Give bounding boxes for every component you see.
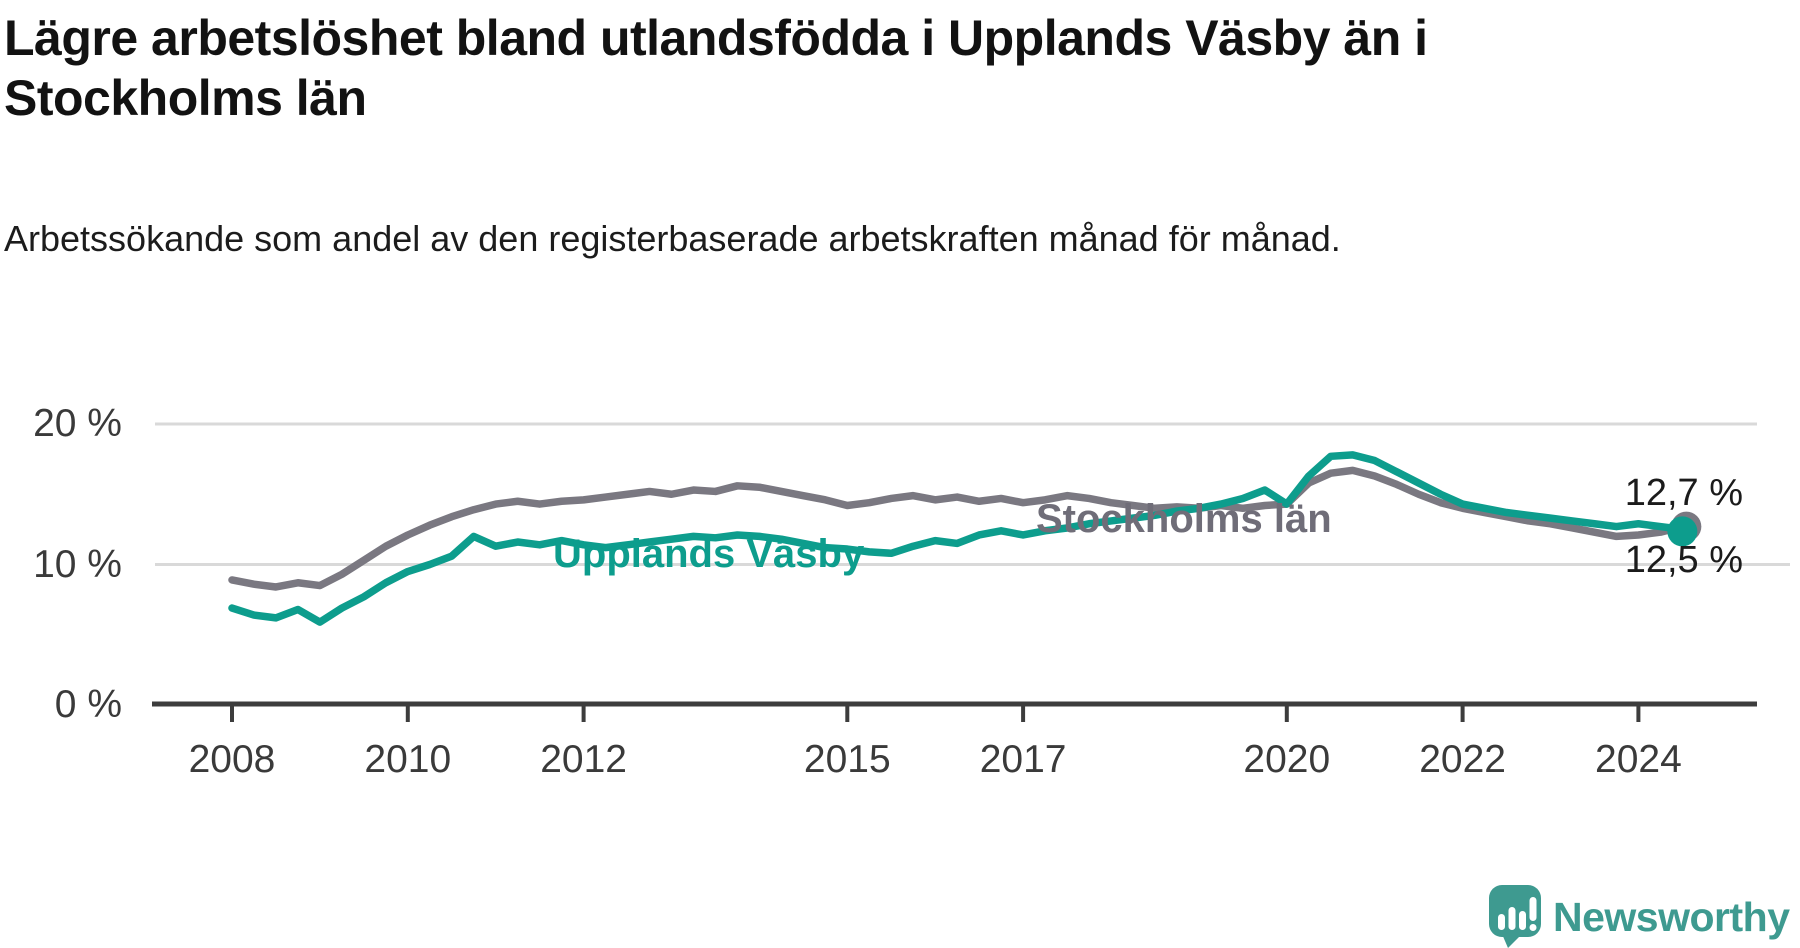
y-tick-label: 20 %: [33, 402, 122, 445]
x-tick-label: 2022: [1419, 738, 1506, 781]
newsworthy-logo: Newsworthy: [1488, 884, 1800, 948]
page-subtitle: Arbetssökande som andel av den registerb…: [4, 218, 1341, 259]
x-tick-label: 2024: [1595, 738, 1682, 781]
end-value-label-stockholms-lan: 12,7 %: [1624, 472, 1743, 514]
x-tick-label: 2020: [1243, 738, 1331, 781]
end-value-label-upplands-vasby: 12,5 %: [1624, 539, 1743, 581]
x-tick-label: 2017: [979, 738, 1067, 781]
x-axis-ticks: [230, 706, 1641, 722]
series-line-stockholms-lan: [228, 466, 1687, 591]
series-label-upplands-vasby: Upplands Väsby: [553, 532, 865, 576]
end-dot-upplands-vasby: [1667, 516, 1698, 547]
series-label-stockholms-lan: Stockholms län: [1036, 497, 1332, 541]
x-tick-label: 2008: [188, 738, 276, 781]
newsworthy-logo-text: Newsworthy: [1553, 894, 1790, 940]
x-tick-label: 2012: [540, 738, 627, 781]
series-line-upplands-vasby: [228, 451, 1687, 626]
page-title: Lägre arbetslöshet bland utlandsfödda i …: [4, 10, 1428, 126]
x-tick-label: 2010: [364, 738, 452, 781]
y-tick-label: 10 %: [33, 542, 122, 586]
newsworthy-logo-icon: [1489, 885, 1541, 948]
y-tick-label: 0 %: [54, 683, 122, 726]
gridlines: [155, 422, 1790, 566]
x-tick-label: 2015: [803, 738, 891, 781]
